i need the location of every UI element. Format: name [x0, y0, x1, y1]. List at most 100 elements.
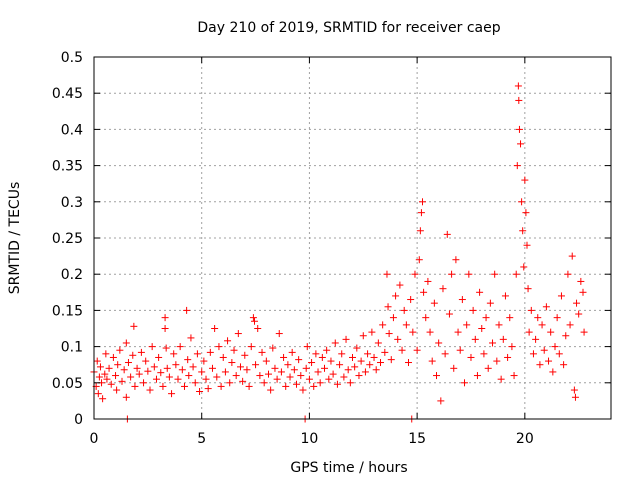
data-point: [184, 356, 192, 364]
data-point: [342, 335, 350, 343]
data-point: [441, 350, 449, 358]
data-point: [465, 270, 473, 278]
data-point: [267, 386, 275, 394]
data-point: [211, 325, 219, 332]
x-tick-label: 10: [301, 431, 319, 447]
data-point: [130, 322, 138, 330]
data-point: [402, 321, 410, 329]
data-point: [381, 348, 389, 356]
data-point: [234, 330, 242, 338]
data-point: [439, 285, 447, 293]
data-point: [292, 380, 300, 388]
data-point: [204, 385, 212, 393]
data-point: [435, 339, 443, 347]
grid-lines: [94, 57, 611, 419]
data-point: [359, 332, 367, 340]
data-point: [430, 299, 438, 307]
data-point: [196, 387, 204, 395]
data-point: [273, 375, 281, 383]
data-point: [247, 343, 255, 351]
data-point: [116, 346, 124, 354]
data-point: [129, 351, 137, 359]
data-point: [518, 198, 526, 206]
data-point: [478, 325, 486, 332]
data-point: [302, 364, 310, 372]
data-point: [489, 339, 497, 347]
data-point: [325, 375, 333, 383]
data-point: [336, 361, 344, 369]
y-axis-label: SRMTID / TECUs: [7, 182, 23, 295]
data-point: [174, 375, 182, 383]
data-point: [338, 350, 346, 358]
data-point: [163, 364, 171, 372]
data-point: [206, 348, 214, 356]
data-point: [93, 357, 101, 365]
data-point: [560, 361, 568, 369]
data-point: [200, 357, 208, 365]
data-point: [99, 395, 107, 403]
data-point: [113, 386, 121, 394]
data-point: [357, 357, 365, 365]
data-point: [542, 303, 550, 311]
data-point: [520, 263, 528, 271]
data-point: [551, 343, 559, 351]
data-point: [102, 350, 110, 358]
data-point: [299, 386, 307, 394]
data-point: [331, 339, 339, 347]
data-point: [236, 363, 244, 371]
data-point: [318, 353, 326, 361]
y-tick-label: 0.05: [52, 376, 83, 392]
y-tick-label: 0.35: [52, 159, 83, 175]
data-point: [262, 357, 270, 365]
data-point: [107, 380, 115, 388]
data-point: [271, 364, 279, 372]
data-point: [221, 368, 229, 376]
data-point: [180, 382, 188, 390]
data-point: [514, 82, 522, 90]
data-point: [183, 306, 191, 314]
data-point: [148, 343, 156, 351]
data-point: [566, 321, 574, 329]
data-point: [176, 343, 184, 351]
data-point: [370, 353, 378, 361]
data-point: [191, 379, 199, 387]
data-point: [286, 373, 294, 381]
data-point: [189, 363, 197, 371]
data-point: [415, 256, 423, 264]
data-point: [258, 348, 266, 356]
data-point: [230, 346, 238, 354]
data-point: [493, 357, 501, 365]
data-point: [400, 306, 408, 314]
data-point: [193, 350, 201, 358]
data-point: [515, 96, 523, 104]
data-point: [383, 270, 391, 278]
data-point: [297, 372, 305, 380]
data-point: [471, 335, 479, 343]
data-point: [340, 373, 348, 381]
data-point: [232, 372, 240, 380]
data-point: [105, 364, 113, 372]
data-point: [568, 252, 576, 260]
data-point: [570, 386, 578, 394]
y-tick-label: 0: [74, 412, 83, 428]
chart-title: Day 210 of 2019, SRMTID for receiver cae…: [197, 20, 500, 36]
data-point: [506, 314, 514, 322]
y-tick-label: 0.4: [61, 122, 83, 138]
data-point: [314, 368, 322, 376]
data-point: [573, 299, 581, 307]
x-tick-label: 0: [90, 431, 99, 447]
y-tick-label: 0.1: [61, 340, 83, 356]
data-point: [122, 393, 130, 401]
data-point: [355, 372, 363, 380]
data-point: [379, 321, 387, 329]
data-point: [249, 314, 257, 322]
data-point: [426, 328, 434, 336]
data-point: [495, 321, 503, 329]
data-point: [243, 366, 251, 374]
data-point: [310, 382, 318, 390]
data-point: [95, 373, 103, 381]
data-point: [269, 344, 277, 352]
data-point: [219, 353, 227, 361]
data-point: [557, 292, 565, 300]
